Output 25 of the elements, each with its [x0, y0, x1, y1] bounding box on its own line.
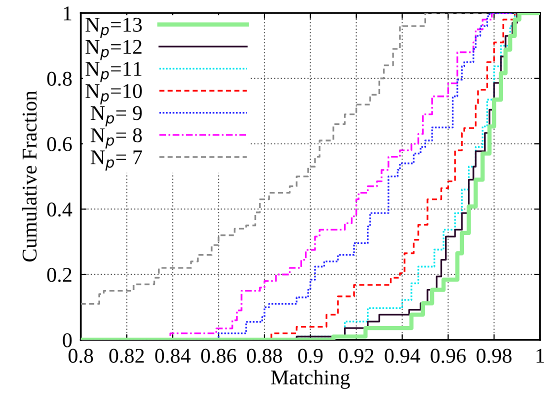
- y-tick-label: 0.2: [47, 268, 72, 282]
- x-tick-label: 1: [536, 348, 544, 363]
- legend-label: N$_{p}$= 7: [90, 150, 142, 171]
- x-tick-label: 0.94: [384, 348, 420, 363]
- x-axis-title: Matching: [271, 370, 350, 389]
- y-axis-title: Cumulative Fraction: [22, 90, 37, 262]
- x-tick-label: 0.88: [247, 348, 282, 363]
- x-tick-label: 0.9: [298, 348, 323, 363]
- legend-label: N$_{p}$=13: [86, 18, 142, 38]
- legend-label: N$_{p}$= 8: [90, 128, 142, 149]
- y-tick-label: 0.4: [47, 202, 72, 217]
- y-tick-label: 0: [62, 333, 72, 348]
- x-tick-label: 0.82: [109, 348, 144, 363]
- x-tick-label: 0.96: [430, 348, 466, 363]
- legend-label: N$_{p}$= 9: [90, 106, 142, 126]
- legend-label: N$_{p}$=11: [86, 62, 142, 82]
- x-tick-label: 0.86: [201, 348, 236, 363]
- legend-label: N$_{p}$=12: [86, 40, 142, 60]
- y-tick-label: 0.6: [47, 137, 72, 152]
- y-tick-label: 1: [64, 6, 72, 20]
- x-tick-label: 0.84: [155, 348, 191, 363]
- y-tick-label: 0.8: [47, 72, 72, 86]
- x-tick-label: 0.98: [476, 348, 512, 363]
- legend-label: N$_{p}$=10: [86, 84, 142, 104]
- x-tick-label: 0.92: [338, 348, 374, 363]
